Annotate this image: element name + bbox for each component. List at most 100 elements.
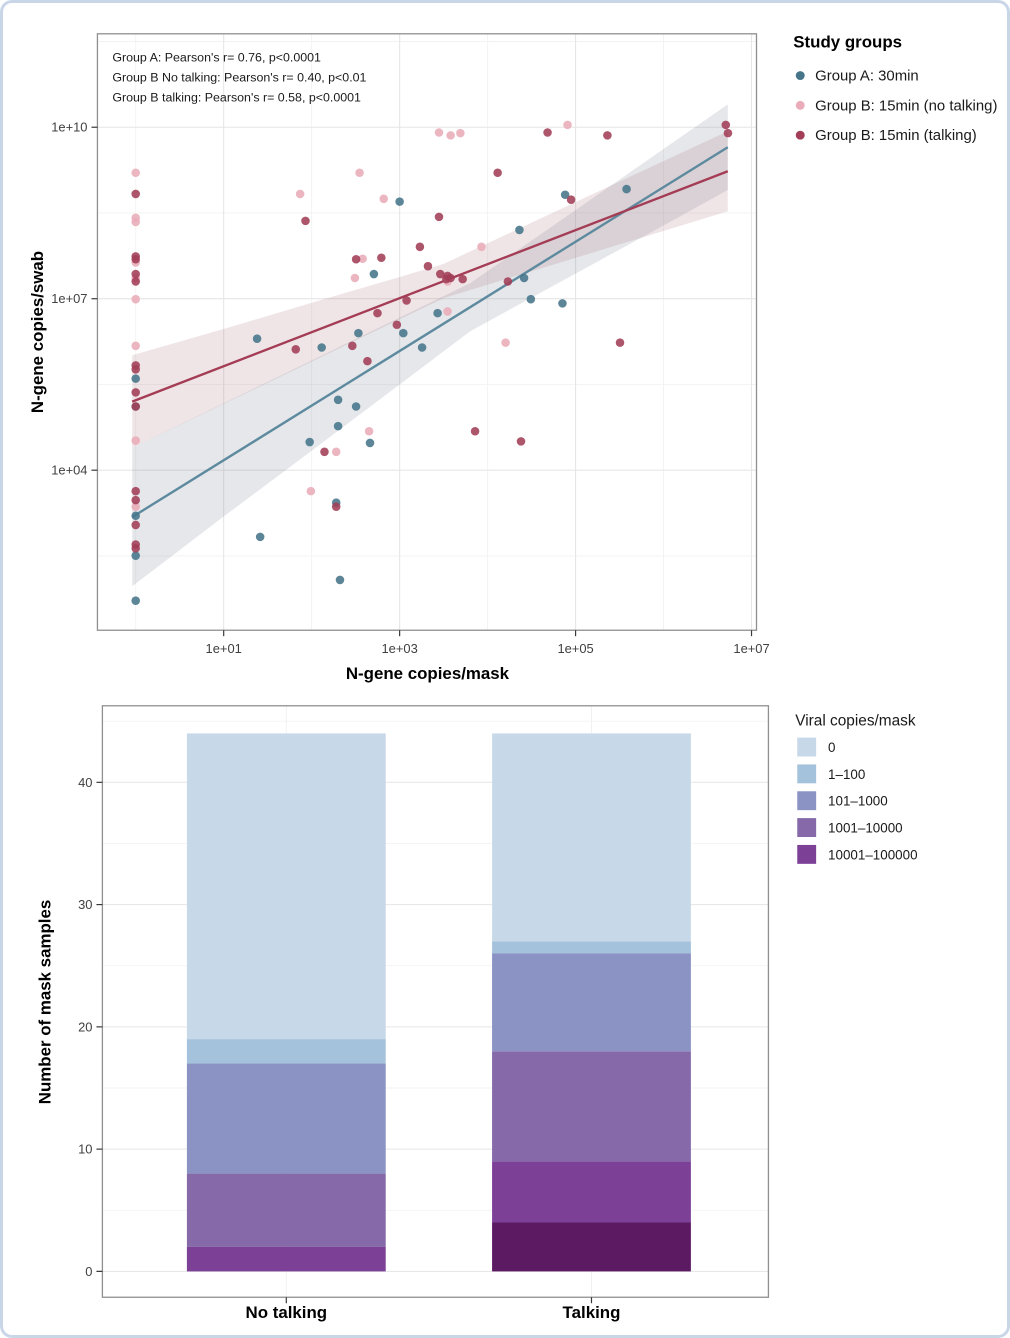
x-tick-label: 1e+01 — [206, 641, 242, 656]
scatter-point — [291, 345, 301, 354]
scatter-point — [335, 575, 345, 585]
scatter-point — [415, 242, 425, 252]
legend-swatch — [797, 818, 817, 837]
x-tick-label: 1e+05 — [557, 641, 593, 656]
scatter-point — [306, 486, 316, 496]
legend-swatch — [797, 791, 817, 811]
scatter-point — [363, 356, 372, 366]
scatter-point — [365, 438, 375, 448]
scatter-point — [131, 374, 140, 383]
scatter-point — [331, 447, 341, 457]
scatter-point — [399, 328, 408, 338]
scatter-point — [443, 307, 452, 316]
scatter-point — [515, 225, 524, 235]
scatter-point — [131, 294, 140, 304]
scatter-y-axis-title: N-gene copies/swab — [28, 251, 47, 413]
bar-category-label-talking: Talking — [563, 1303, 621, 1322]
scatter-point — [369, 269, 379, 279]
legend-item-label: Group B: 15min (no talking) — [815, 98, 997, 114]
scatter-points — [131, 120, 733, 605]
scatter-point — [434, 212, 444, 222]
scatter-point — [603, 131, 612, 140]
scatter-point — [131, 269, 140, 279]
scatter-point — [305, 437, 314, 447]
y-tick-label: 1e+10 — [51, 120, 87, 135]
scatter-point — [364, 426, 374, 436]
scatter-point — [417, 343, 427, 352]
scatter-point — [373, 308, 382, 318]
scatter-point — [516, 437, 526, 446]
scatter-point — [470, 426, 480, 436]
scatter-point — [402, 296, 411, 305]
scatter-point — [358, 254, 367, 264]
scatter-point — [477, 242, 486, 252]
legend-dot — [795, 100, 805, 110]
scatter-point — [503, 277, 513, 286]
scatter-point — [131, 254, 140, 264]
scatter-point — [252, 334, 262, 343]
scatter-point — [501, 338, 510, 347]
y-tick-label: 20 — [78, 1019, 92, 1034]
scatter-ticks: 1e+01 1e+03 1e+05 1e+07 1e+04 1e+07 1e+10 — [51, 120, 769, 656]
bar-segment — [186, 1063, 386, 1174]
scatter-point — [558, 299, 567, 308]
scatter-point — [615, 338, 625, 347]
bar-y-axis-title: Number of mask samples — [36, 900, 55, 1104]
scatter-point — [255, 532, 265, 542]
y-tick-label: 1e+07 — [51, 291, 87, 306]
scatter-point — [351, 254, 361, 264]
y-tick-label: 40 — [78, 775, 92, 790]
scatter-regression-lines — [131, 146, 729, 519]
scatter-point — [436, 269, 445, 279]
legend-dot — [795, 71, 805, 81]
annotation-group-a: Group A: Pearson's r= 0.76, p<0.0001 — [112, 51, 321, 65]
scatter-point — [350, 273, 360, 283]
scatter-point — [563, 120, 572, 130]
scatter-point — [354, 328, 363, 338]
scatter-point — [131, 189, 140, 199]
regression-line — [131, 170, 729, 403]
bar-category-label-no-talking: No talking — [246, 1303, 328, 1322]
legend-swatch — [797, 764, 817, 784]
legend-item-label: Group A: 30min — [815, 69, 919, 85]
bar-legend: 0 1–100 101–1000 1001–10000 10001–100000 — [797, 737, 918, 864]
scatter-point — [131, 168, 140, 178]
bar-legend-title: Viral copies/mask — [795, 713, 916, 730]
scatter-point — [131, 436, 140, 445]
scatter-point — [131, 551, 140, 560]
scatter-point — [377, 253, 386, 263]
scatter-x-axis-title: N-gene copies/mask — [346, 664, 510, 683]
bar-segment — [492, 941, 691, 954]
scatter-point — [395, 197, 404, 206]
scatter-point — [131, 511, 140, 520]
scatter-point — [295, 189, 305, 199]
scatter-point — [131, 502, 140, 511]
scatter-point — [131, 388, 140, 397]
bar-segment — [492, 1161, 691, 1223]
annotation-group-b-no-talking: Group B No talking: Pearson's r= 0.40, p… — [112, 71, 366, 85]
legend-item-label: 1001–10000 — [828, 821, 903, 836]
scatter-point — [348, 341, 357, 351]
scatter-point — [131, 596, 140, 605]
scatter-point — [723, 128, 733, 138]
legend-swatch — [797, 737, 817, 757]
scatter-point — [543, 128, 552, 137]
scatter-point — [320, 447, 329, 457]
scatter-point — [392, 320, 402, 330]
scatter-point — [301, 216, 310, 226]
scatter-point — [423, 261, 433, 271]
legend-swatch — [797, 844, 817, 864]
scatter-point — [351, 402, 361, 411]
scatter-panel-border — [96, 33, 758, 631]
scatter-point — [493, 168, 502, 178]
scatter-point — [434, 128, 444, 137]
scatter-point — [131, 486, 140, 496]
confidence-band — [132, 104, 728, 587]
bar-segment — [186, 1246, 386, 1272]
scatter-point — [317, 343, 326, 352]
scatter-point — [131, 520, 140, 530]
scatter-point — [131, 341, 140, 351]
scatter-point — [131, 495, 140, 505]
scatter-point — [131, 217, 140, 227]
legend-item-label: 10001–100000 — [828, 847, 917, 862]
